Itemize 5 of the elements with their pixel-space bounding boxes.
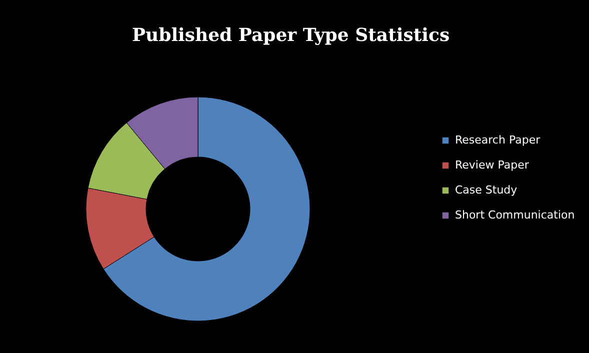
- legend-label: Case Study: [455, 184, 518, 196]
- chart-title: Published Paper Type Statistics: [132, 25, 450, 46]
- legend-label: Review Paper: [455, 158, 530, 172]
- legend-label: Short Communication: [455, 208, 575, 222]
- legend-label: Research Paper: [455, 134, 541, 146]
